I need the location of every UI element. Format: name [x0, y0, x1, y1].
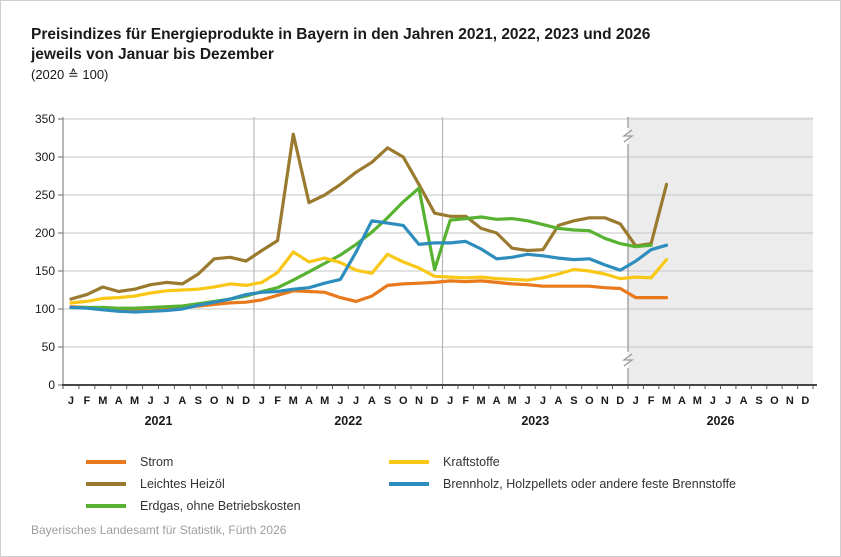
- svg-text:2021: 2021: [145, 414, 173, 428]
- svg-text:J: J: [353, 395, 359, 407]
- svg-text:M: M: [289, 395, 298, 407]
- svg-text:M: M: [477, 395, 486, 407]
- svg-text:S: S: [755, 395, 762, 407]
- chart-title-line2: jeweils von Januar bis Dezember: [31, 46, 274, 63]
- svg-text:S: S: [384, 395, 391, 407]
- svg-text:J: J: [524, 395, 530, 407]
- svg-text:F: F: [648, 395, 655, 407]
- svg-text:D: D: [431, 395, 439, 407]
- svg-text:A: A: [115, 395, 123, 407]
- legend-item-erdgas: Erdgas, ohne Betriebskosten: [86, 499, 301, 513]
- svg-text:S: S: [195, 395, 202, 407]
- svg-text:M: M: [320, 395, 329, 407]
- svg-text:J: J: [147, 395, 153, 407]
- svg-text:D: D: [616, 395, 624, 407]
- svg-text:F: F: [274, 395, 281, 407]
- title-block: Preisindizes für Energieprodukte in Baye…: [31, 25, 650, 84]
- svg-text:J: J: [633, 395, 639, 407]
- svg-text:N: N: [601, 395, 609, 407]
- svg-text:D: D: [242, 395, 250, 407]
- svg-text:J: J: [447, 395, 453, 407]
- svg-text:0: 0: [48, 378, 55, 392]
- legend-swatch-strom: [86, 460, 126, 464]
- legend-item-strom: Strom: [86, 455, 173, 469]
- legend-label-kraftstoffe: Kraftstoffe: [443, 455, 500, 469]
- svg-text:A: A: [740, 395, 748, 407]
- svg-text:A: A: [178, 395, 186, 407]
- legend-label-erdgas: Erdgas, ohne Betriebskosten: [140, 499, 301, 513]
- svg-text:A: A: [368, 395, 376, 407]
- svg-text:A: A: [305, 395, 313, 407]
- svg-text:2026: 2026: [707, 414, 735, 428]
- legend-label-heizoel: Leichtes Heizöl: [140, 477, 225, 491]
- svg-text:F: F: [84, 395, 91, 407]
- source-attribution: Bayerisches Landesamt für Statistik, Für…: [31, 523, 287, 537]
- svg-text:M: M: [662, 395, 671, 407]
- svg-text:O: O: [210, 395, 219, 407]
- legend-swatch-heizoel: [86, 482, 126, 486]
- svg-text:N: N: [226, 395, 234, 407]
- svg-text:150: 150: [35, 264, 55, 278]
- legend-item-kraftstoffe: Kraftstoffe: [389, 455, 500, 469]
- legend-swatch-kraftstoffe: [389, 460, 429, 464]
- svg-text:50: 50: [42, 340, 56, 354]
- svg-text:J: J: [163, 395, 169, 407]
- svg-text:100: 100: [35, 302, 55, 316]
- svg-text:J: J: [710, 395, 716, 407]
- legend-item-brennholz: Brennholz, Holzpellets oder andere feste…: [389, 477, 736, 491]
- svg-text:200: 200: [35, 226, 55, 240]
- svg-text:N: N: [786, 395, 794, 407]
- svg-text:350: 350: [35, 112, 55, 126]
- svg-text:J: J: [725, 395, 731, 407]
- chart-title-line1: Preisindizes für Energieprodukte in Baye…: [31, 26, 651, 43]
- svg-text:300: 300: [35, 150, 55, 164]
- legend-label-strom: Strom: [140, 455, 174, 469]
- svg-text:O: O: [399, 395, 408, 407]
- svg-text:J: J: [540, 395, 546, 407]
- svg-text:O: O: [770, 395, 779, 407]
- svg-text:M: M: [693, 395, 702, 407]
- svg-text:D: D: [801, 395, 809, 407]
- legend-item-heizoel: Leichtes Heizöl: [86, 477, 225, 491]
- legend-swatch-erdgas: [86, 504, 126, 508]
- svg-text:A: A: [554, 395, 562, 407]
- svg-text:J: J: [68, 395, 74, 407]
- svg-text:A: A: [493, 395, 501, 407]
- svg-text:M: M: [98, 395, 107, 407]
- svg-text:F: F: [462, 395, 469, 407]
- svg-text:J: J: [259, 395, 265, 407]
- legend-swatch-brennholz: [389, 482, 429, 486]
- svg-text:S: S: [570, 395, 577, 407]
- svg-text:J: J: [337, 395, 343, 407]
- svg-text:M: M: [507, 395, 516, 407]
- svg-text:O: O: [585, 395, 594, 407]
- svg-text:A: A: [678, 395, 686, 407]
- chart-subtitle: (2020 ≙ 100): [31, 67, 109, 82]
- svg-text:2022: 2022: [334, 414, 362, 428]
- legend-label-brennholz: Brennholz, Holzpellets oder andere feste…: [443, 477, 737, 491]
- svg-text:2023: 2023: [521, 414, 549, 428]
- svg-text:M: M: [130, 395, 139, 407]
- svg-text:N: N: [415, 395, 423, 407]
- svg-text:250: 250: [35, 188, 55, 202]
